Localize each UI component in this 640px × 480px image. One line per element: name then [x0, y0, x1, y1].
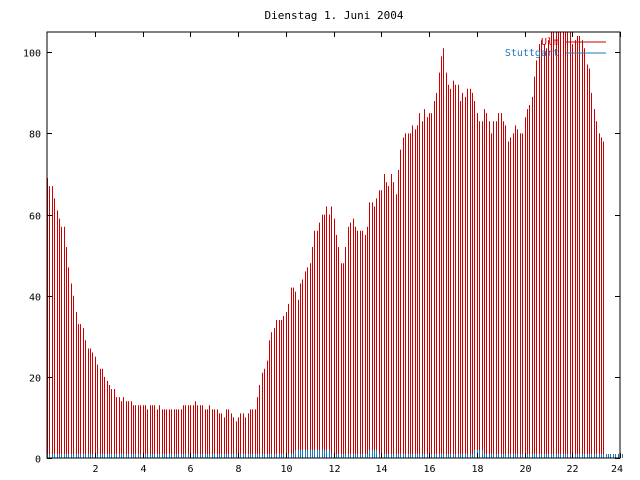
xtick-label-12: 12	[328, 464, 340, 475]
series-stuttgart	[47, 449, 623, 458]
xtick-label-2: 2	[92, 464, 98, 475]
xtick-label-16: 16	[423, 464, 435, 475]
xtick-label-14: 14	[375, 464, 387, 475]
xtick-label-18: 18	[471, 464, 483, 475]
xtick-label-10: 10	[280, 464, 292, 475]
xtick-label-8: 8	[235, 464, 241, 475]
ytick-label-0: 0	[35, 455, 41, 466]
xtick-label-22: 22	[566, 464, 578, 475]
xtick-label-20: 20	[519, 464, 531, 475]
ytick-label-80: 80	[29, 130, 41, 141]
ytick-label-60: 60	[29, 212, 41, 223]
plot-frame	[46, 31, 621, 459]
series-ulm	[47, 32, 604, 458]
xtick-label-24: 24	[611, 464, 623, 475]
chart-title: Dienstag 1. Juni 2004	[264, 9, 403, 22]
legend-label-ulm: Ulm	[541, 37, 559, 48]
ytick-label-100: 100	[23, 49, 41, 60]
xtick-label-6: 6	[187, 464, 193, 475]
ytick-label-40: 40	[29, 293, 41, 304]
ytick-label-20: 20	[29, 374, 41, 385]
legend-label-stuttgart: Stuttgart	[505, 48, 559, 59]
xtick-label-4: 4	[140, 464, 146, 475]
legend: Ulm Stuttgart	[505, 37, 606, 59]
